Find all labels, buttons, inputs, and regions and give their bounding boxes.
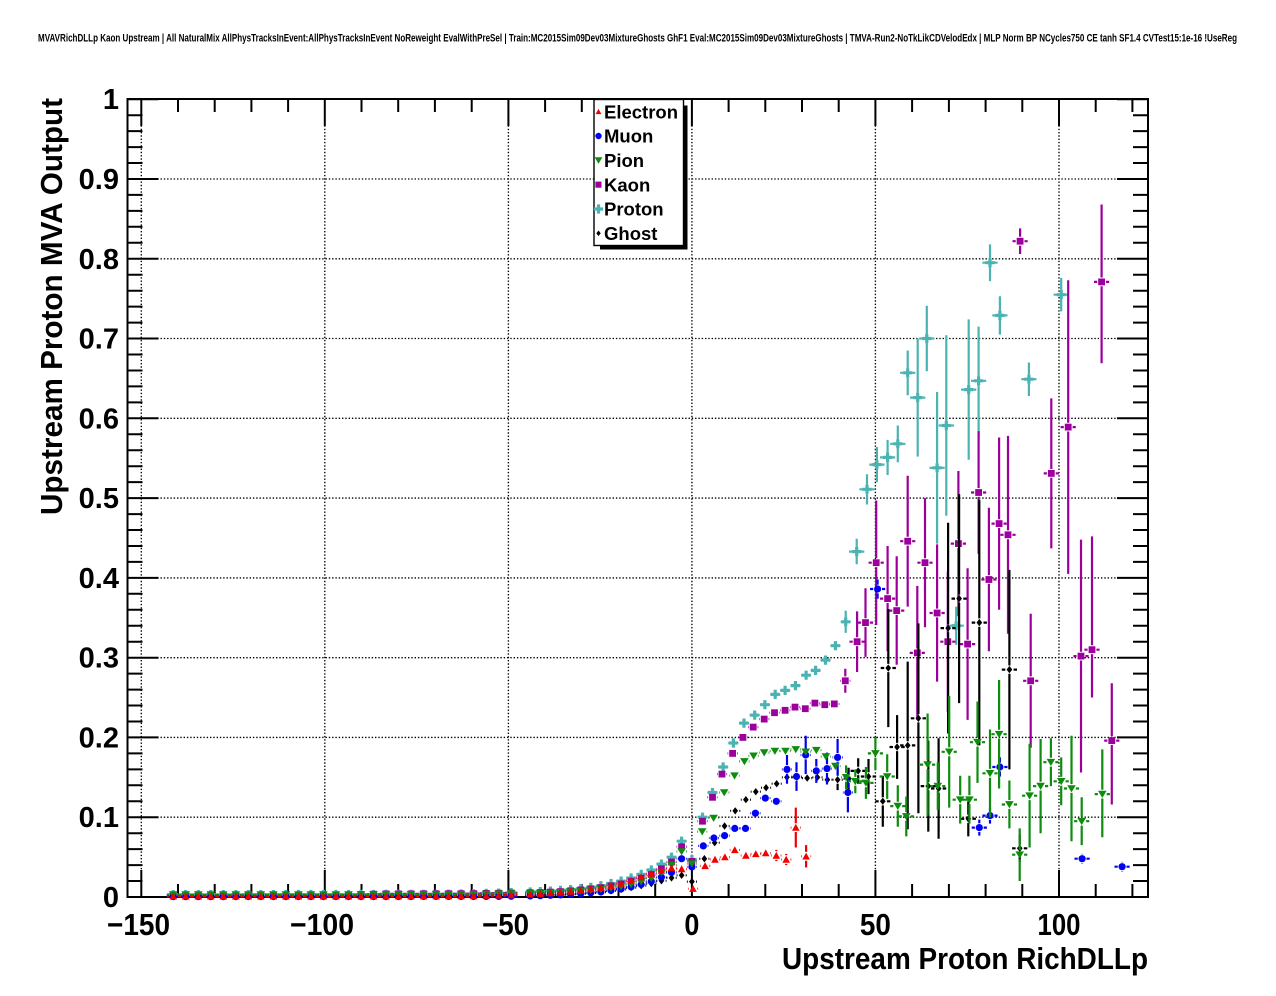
svg-text:0.3: 0.3 xyxy=(79,643,119,675)
svg-text:0.4: 0.4 xyxy=(79,563,119,595)
svg-text:1: 1 xyxy=(103,84,119,116)
svg-text:50: 50 xyxy=(860,908,891,942)
svg-text:−50: −50 xyxy=(482,908,529,942)
svg-text:0.5: 0.5 xyxy=(79,483,119,515)
svg-text:0.9: 0.9 xyxy=(79,164,119,196)
svg-text:Ghost: Ghost xyxy=(604,223,657,244)
svg-text:0: 0 xyxy=(684,908,699,942)
svg-text:0.7: 0.7 xyxy=(79,324,119,356)
svg-text:Kaon: Kaon xyxy=(604,174,650,195)
svg-text:100: 100 xyxy=(1038,908,1081,942)
svg-text:−100: −100 xyxy=(290,908,354,942)
svg-text:Electron: Electron xyxy=(604,101,678,122)
svg-text:Upstream Proton RichDLLp: Upstream Proton RichDLLp xyxy=(782,941,1148,976)
svg-text:Proton: Proton xyxy=(604,199,664,220)
svg-text:0.1: 0.1 xyxy=(79,802,119,834)
svg-text:0.8: 0.8 xyxy=(79,244,119,276)
svg-text:−150: −150 xyxy=(107,908,170,942)
svg-text:Upstream Proton MVA Output: Upstream Proton MVA Output xyxy=(34,98,69,515)
svg-text:Muon: Muon xyxy=(604,126,653,147)
svg-text:MVAVRichDLLp Kaon Upstream | A: MVAVRichDLLp Kaon Upstream | All Natural… xyxy=(38,33,1237,45)
svg-text:0.6: 0.6 xyxy=(79,403,119,435)
svg-text:0.2: 0.2 xyxy=(79,722,119,754)
svg-text:0: 0 xyxy=(103,882,119,914)
svg-text:Pion: Pion xyxy=(604,150,644,171)
